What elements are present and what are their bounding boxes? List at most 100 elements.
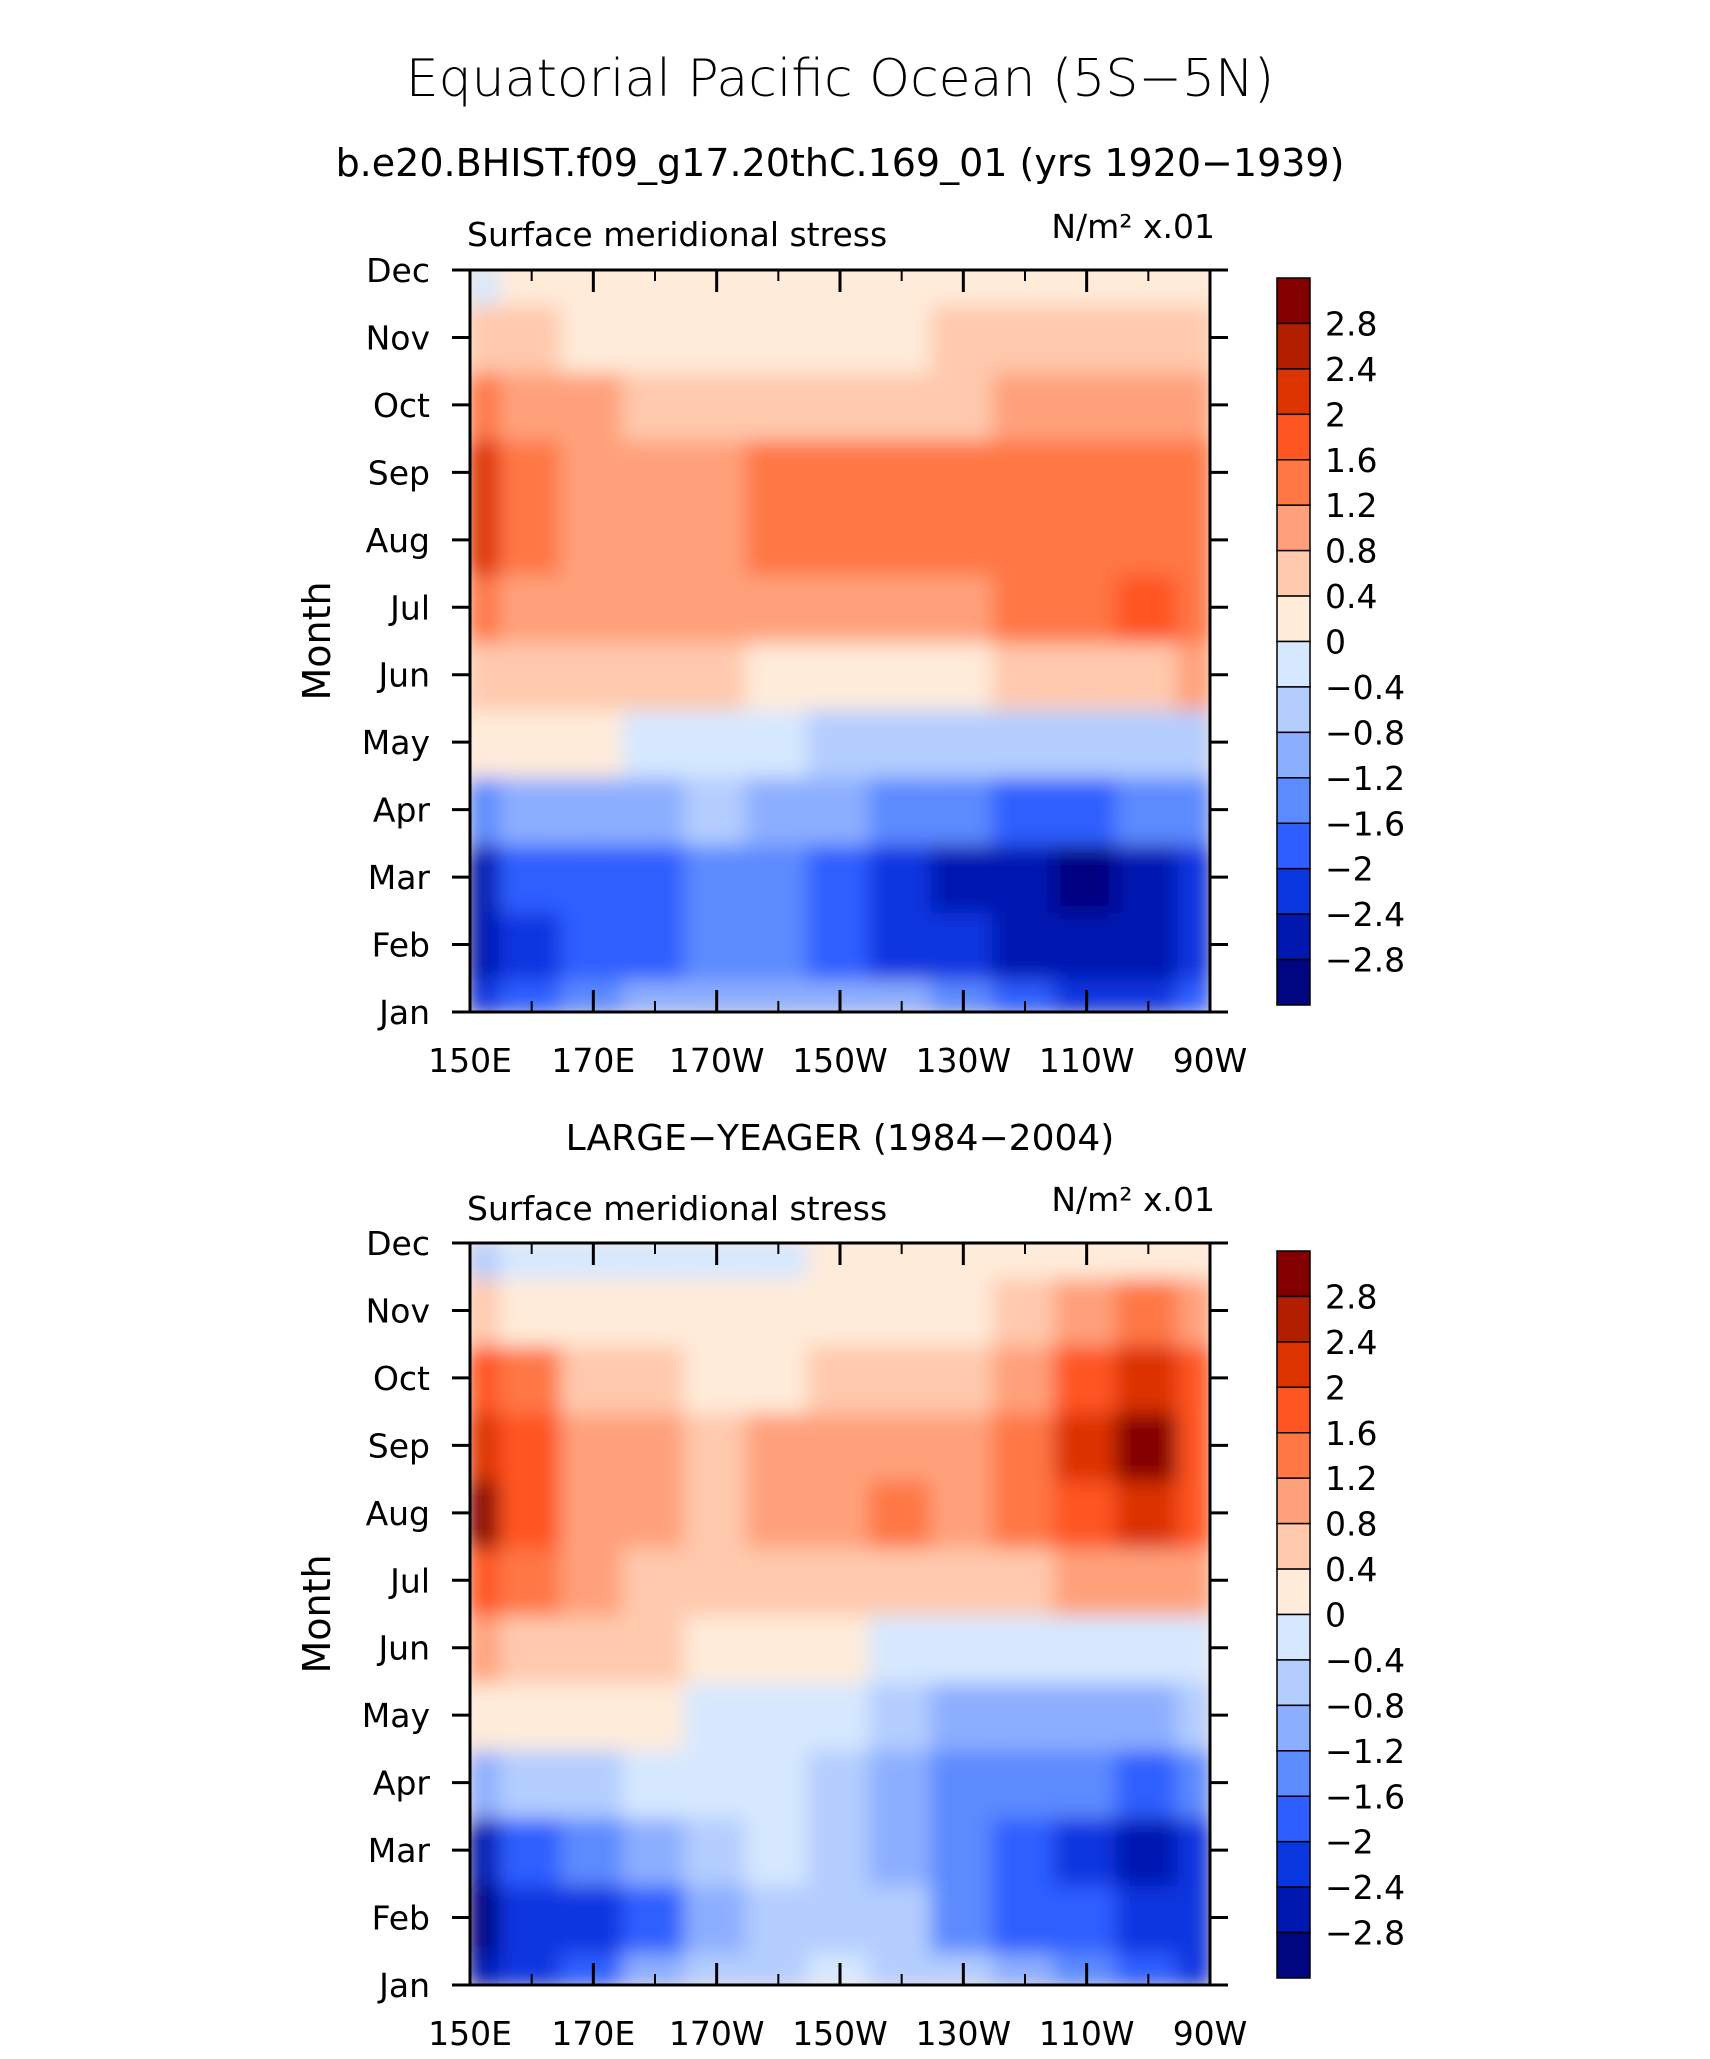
field-cell xyxy=(992,639,1058,711)
colorbar-swatch xyxy=(1276,1341,1311,1389)
field-cell xyxy=(1115,1679,1182,1751)
field-cell xyxy=(1177,436,1210,509)
colorbar-label: 0.4 xyxy=(1325,577,1377,616)
field-cell xyxy=(683,639,750,711)
colorbar-swatch xyxy=(1276,1386,1311,1434)
field-cell xyxy=(498,369,565,441)
field-cell xyxy=(1177,706,1210,778)
field-cell xyxy=(868,571,935,643)
field-cell xyxy=(622,1409,688,1482)
field-cell xyxy=(1115,639,1182,711)
field-cell xyxy=(807,301,873,374)
colorbar-swatch xyxy=(1276,1886,1311,1934)
field-cell xyxy=(807,1612,873,1684)
field-cell xyxy=(1177,301,1210,374)
field-cell xyxy=(1177,1544,1210,1616)
field-cell xyxy=(868,1814,935,1886)
field-cell xyxy=(1177,639,1210,711)
field-cell xyxy=(622,841,688,913)
colorbar-swatch xyxy=(1276,913,1311,961)
field-cell xyxy=(930,436,997,509)
field-cell xyxy=(1053,908,1120,981)
field-cell xyxy=(745,1274,812,1347)
field-cell xyxy=(498,841,565,913)
field-cell xyxy=(745,436,812,509)
colorbar-label: −0.4 xyxy=(1325,1641,1405,1680)
field-cell xyxy=(868,639,935,711)
x-tick-label: 130W xyxy=(916,2014,1012,2053)
field-cell xyxy=(683,1342,750,1414)
field-cell xyxy=(1053,1342,1120,1414)
field-cell xyxy=(930,571,997,643)
field-cell xyxy=(560,436,627,509)
x-tick-label: 170E xyxy=(551,1041,635,1080)
x-tick-label: 170E xyxy=(551,2014,635,2053)
field-cell xyxy=(930,1679,997,1751)
left-label-bottom: Surface meridional stress xyxy=(467,1189,887,1228)
colorbar-swatch xyxy=(1276,1522,1311,1570)
field-cell xyxy=(470,976,503,1012)
field-cell xyxy=(1115,301,1182,374)
field-cell xyxy=(868,504,935,576)
field-cell xyxy=(868,1409,935,1482)
x-tick-label: 150W xyxy=(792,1041,888,1080)
field-cell xyxy=(683,1274,750,1347)
field-cell xyxy=(498,301,565,374)
y-tick-label: Oct xyxy=(373,1359,430,1398)
panel-bottom: 150E 170E 170W 150W 130W 110W 90W Jan Feb Mar Apr M… xyxy=(295,1180,1405,2053)
field-cell xyxy=(470,1881,503,1954)
colorbar-swatch xyxy=(1276,822,1311,870)
field-cell xyxy=(498,1612,565,1684)
y-tick-label: Mar xyxy=(368,858,431,897)
field-cell xyxy=(745,706,812,778)
field-cell xyxy=(992,1814,1058,1886)
field-cell xyxy=(930,1342,997,1414)
field-cell xyxy=(560,1814,627,1886)
field-cell xyxy=(560,1881,627,1954)
field-cell xyxy=(498,1274,565,1347)
field-cell xyxy=(868,436,935,509)
field-cell xyxy=(622,1342,688,1414)
y-tick-label: Oct xyxy=(373,386,430,425)
colorbar-label: −1.6 xyxy=(1325,804,1405,843)
field-cell xyxy=(930,773,997,846)
y-tick-label: Dec xyxy=(366,1224,430,1263)
field-cell xyxy=(992,1274,1058,1347)
field-cell xyxy=(745,1814,812,1886)
ylabel-bottom: Month xyxy=(295,1554,339,1673)
colorbar-swatch xyxy=(1276,1931,1311,1979)
colorbar-swatch xyxy=(1276,640,1311,688)
colorbar-label: 1.2 xyxy=(1325,486,1377,525)
field-cell xyxy=(1177,1679,1210,1751)
colorbar-swatch xyxy=(1276,1704,1311,1752)
field-cell xyxy=(868,773,935,846)
field-cell xyxy=(807,1342,873,1414)
colorbar-swatch xyxy=(1276,595,1311,643)
colorbar-swatch xyxy=(1276,1432,1311,1479)
field-cell xyxy=(622,1612,688,1684)
field-cell xyxy=(1115,706,1182,778)
colorbar-swatch xyxy=(1276,1795,1311,1843)
field-cell xyxy=(992,1679,1058,1751)
y-tick-label: Dec xyxy=(366,251,430,290)
field-cell xyxy=(498,1881,565,1954)
field-cell xyxy=(992,773,1058,846)
field-cell xyxy=(992,1746,1058,1819)
field-cell xyxy=(622,1544,688,1616)
field-cell xyxy=(622,908,688,981)
units-label-top: N/m² x.01 xyxy=(1051,207,1215,246)
field-cell xyxy=(745,773,812,846)
colorbar-label: −2.8 xyxy=(1325,941,1405,980)
x-tick-label: 170W xyxy=(669,2014,765,2053)
field-cell xyxy=(683,773,750,846)
field-cell xyxy=(1115,504,1182,576)
field-cell xyxy=(470,773,503,846)
field-cell xyxy=(930,1814,997,1886)
field-cell xyxy=(868,1477,935,1549)
field-cell xyxy=(868,1342,935,1414)
field-cell xyxy=(1177,908,1210,981)
colorbar-label: 2.8 xyxy=(1325,1277,1377,1316)
field-cell xyxy=(622,1679,688,1751)
field-cell xyxy=(622,1814,688,1886)
field-cell xyxy=(930,639,997,711)
